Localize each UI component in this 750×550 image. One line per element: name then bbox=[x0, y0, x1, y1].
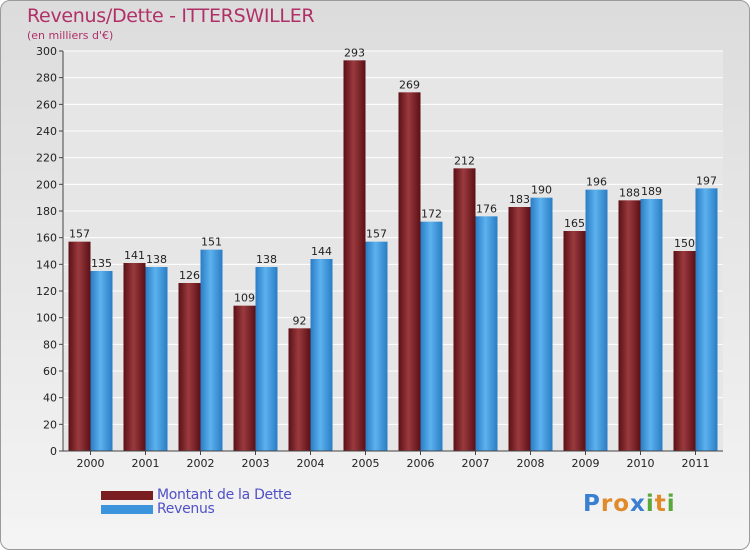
value-label-debt-2010: 188 bbox=[619, 186, 640, 199]
x-tick-label: 2008 bbox=[517, 457, 545, 470]
value-label-debt-2003: 109 bbox=[234, 292, 255, 305]
value-label-revenue-2010: 189 bbox=[641, 185, 662, 198]
x-tick-label: 2011 bbox=[682, 457, 710, 470]
bar-revenue-2006 bbox=[420, 221, 443, 451]
y-tick-label: 60 bbox=[43, 365, 57, 378]
x-tick-label: 2005 bbox=[352, 457, 380, 470]
bar-debt-2008 bbox=[508, 207, 531, 451]
x-tick-label: 2003 bbox=[242, 457, 270, 470]
bar-debt-2006 bbox=[398, 92, 421, 451]
y-tick-label: 280 bbox=[36, 72, 57, 85]
value-label-debt-2008: 183 bbox=[509, 193, 530, 206]
bar-debt-2001 bbox=[123, 263, 146, 451]
legend-label-revenue: Revenus bbox=[157, 501, 215, 517]
bar-revenue-2010 bbox=[640, 199, 663, 451]
value-label-revenue-2008: 190 bbox=[531, 184, 552, 197]
x-tick-label: 2004 bbox=[297, 457, 325, 470]
legend-swatch-revenue bbox=[101, 504, 153, 514]
logo-letter: i bbox=[645, 491, 655, 517]
bar-revenue-2005 bbox=[365, 241, 388, 451]
value-label-debt-2011: 150 bbox=[674, 237, 695, 250]
value-label-debt-2000: 157 bbox=[69, 228, 90, 241]
value-label-revenue-2004: 144 bbox=[311, 245, 332, 258]
bar-debt-2004 bbox=[288, 328, 311, 451]
bar-debt-2000 bbox=[68, 241, 91, 451]
bar-revenue-2004 bbox=[310, 259, 333, 451]
x-tick-label: 2006 bbox=[407, 457, 435, 470]
bar-debt-2010 bbox=[618, 200, 641, 451]
y-tick-label: 80 bbox=[43, 338, 57, 351]
x-tick-label: 2002 bbox=[187, 457, 215, 470]
plot-area bbox=[63, 51, 723, 451]
bar-revenue-2003 bbox=[255, 267, 278, 451]
x-tick-label: 2001 bbox=[132, 457, 160, 470]
value-label-revenue-2011: 197 bbox=[696, 174, 717, 187]
y-tick-label: 300 bbox=[36, 45, 57, 58]
bar-revenue-2000 bbox=[90, 271, 113, 451]
logo-letter: i bbox=[666, 491, 676, 517]
legend-swatch-debt bbox=[101, 490, 153, 500]
value-label-debt-2002: 126 bbox=[179, 269, 200, 282]
y-tick-label: 20 bbox=[43, 418, 57, 431]
bar-revenue-2001 bbox=[145, 267, 168, 451]
legend-label-debt: Montant de la Dette bbox=[157, 487, 292, 503]
labels: 0 20 40 60 80 100 120 140 160 180 200 220 240 260 280 3… bbox=[36, 45, 717, 470]
x-tick-label: 2010 bbox=[627, 457, 655, 470]
legend-item-debt: Montant de la Dette bbox=[101, 487, 292, 503]
y-tick-label: 100 bbox=[36, 312, 57, 325]
y-tick-label: 260 bbox=[36, 98, 57, 111]
value-label-debt-2005: 293 bbox=[344, 46, 365, 59]
x-tick-label: 2000 bbox=[77, 457, 105, 470]
value-label-debt-2006: 269 bbox=[399, 78, 420, 91]
value-label-debt-2009: 165 bbox=[564, 217, 585, 230]
legend-item-revenue: Revenus bbox=[101, 501, 215, 517]
bar-debt-2007 bbox=[453, 168, 476, 452]
logo-letter: P bbox=[583, 491, 601, 517]
value-label-debt-2007: 212 bbox=[454, 154, 475, 167]
y-tick-label: 120 bbox=[36, 285, 57, 298]
y-tick-label: 40 bbox=[43, 392, 57, 405]
bar-debt-2011 bbox=[673, 251, 696, 451]
value-label-revenue-2003: 138 bbox=[256, 253, 277, 266]
y-tick-label: 200 bbox=[36, 178, 57, 191]
value-label-debt-2004: 92 bbox=[293, 314, 307, 327]
bar-debt-2009 bbox=[563, 231, 586, 451]
y-tick-label: 220 bbox=[36, 152, 57, 165]
y-tick-label: 160 bbox=[36, 232, 57, 245]
proxiti-logo: Proxiti bbox=[583, 491, 676, 517]
value-label-revenue-2001: 138 bbox=[146, 253, 167, 266]
bar-revenue-2008 bbox=[530, 197, 553, 451]
value-label-revenue-2009: 196 bbox=[586, 176, 607, 189]
logo-letter: r bbox=[600, 491, 614, 517]
y-tick-label: 140 bbox=[36, 258, 57, 271]
logo-letter: x bbox=[630, 491, 646, 517]
logo-letter: t bbox=[654, 491, 667, 517]
y-tick-label: 0 bbox=[50, 445, 57, 458]
bar-revenue-2011 bbox=[695, 188, 718, 452]
x-tick-label: 2007 bbox=[462, 457, 490, 470]
chart-title: Revenus/Dette - ITTERSWILLER bbox=[27, 5, 315, 27]
value-label-revenue-2000: 135 bbox=[91, 257, 112, 270]
logo-letter: o bbox=[613, 491, 631, 517]
value-label-revenue-2002: 151 bbox=[201, 236, 222, 249]
value-label-revenue-2007: 176 bbox=[476, 202, 497, 215]
bar-revenue-2002 bbox=[200, 249, 223, 451]
grid-lines bbox=[63, 50, 723, 452]
bars bbox=[68, 60, 718, 452]
y-tick-label: 180 bbox=[36, 205, 57, 218]
value-label-revenue-2006: 172 bbox=[421, 208, 442, 221]
value-label-debt-2001: 141 bbox=[124, 249, 145, 262]
chart-subtitle: (en milliers d'€) bbox=[27, 29, 114, 42]
bar-revenue-2009 bbox=[585, 189, 608, 451]
y-tick-label: 240 bbox=[36, 125, 57, 138]
bar-debt-2005 bbox=[343, 60, 366, 451]
bar-revenue-2007 bbox=[475, 216, 498, 451]
x-tick-label: 2009 bbox=[572, 457, 600, 470]
bar-debt-2003 bbox=[233, 305, 256, 451]
bar-debt-2002 bbox=[178, 283, 201, 451]
value-label-revenue-2005: 157 bbox=[366, 228, 387, 241]
axes bbox=[59, 50, 723, 455]
